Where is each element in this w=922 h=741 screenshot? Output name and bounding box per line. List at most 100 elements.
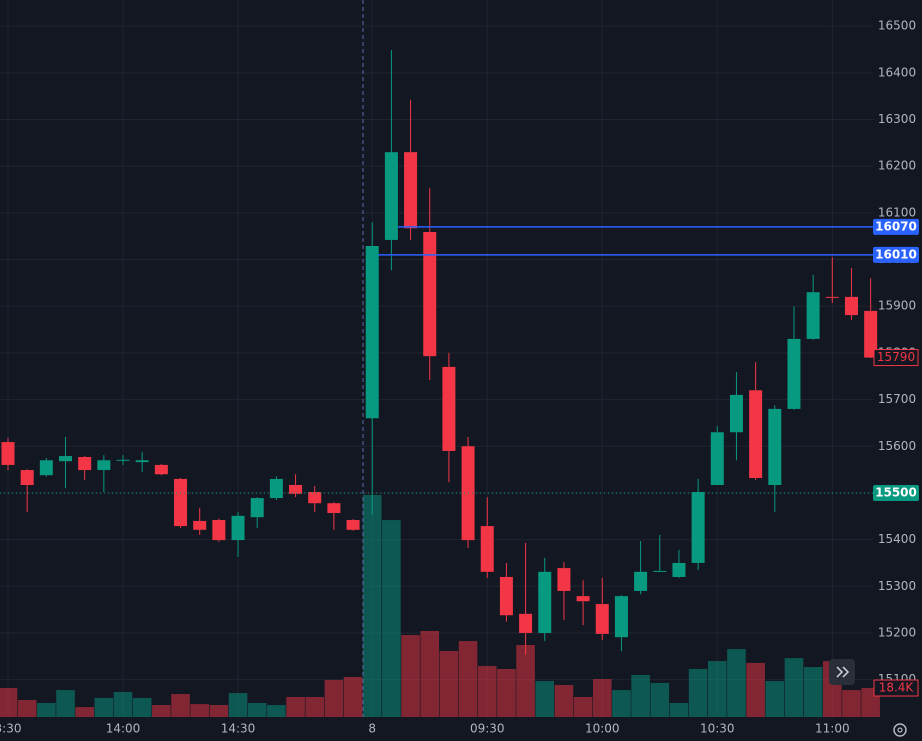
volume-bar	[765, 681, 785, 717]
x-tick-label: 11:00	[815, 722, 850, 736]
body	[538, 571, 552, 633]
body	[480, 526, 494, 572]
body	[308, 492, 322, 504]
volume-bar	[286, 696, 305, 717]
body	[59, 456, 73, 462]
volume-bar	[554, 685, 574, 717]
y-tick-label: 15600	[878, 439, 916, 453]
body	[212, 520, 226, 541]
volume-bar	[439, 650, 459, 717]
volume-bar	[152, 705, 171, 717]
y-tick-label: 15900	[878, 299, 916, 313]
volume-bar	[420, 630, 440, 717]
body	[634, 571, 648, 591]
body	[499, 576, 513, 616]
volume-label: 18.4K	[879, 681, 915, 695]
body	[97, 460, 111, 471]
body	[844, 296, 858, 316]
volume-bar	[727, 649, 746, 717]
body	[806, 292, 820, 339]
volume-bar	[56, 690, 75, 717]
body	[768, 408, 782, 486]
price-lines	[0, 226, 873, 494]
last-price-bg	[873, 349, 919, 367]
volume-bar	[94, 697, 114, 717]
volume-bar	[190, 704, 209, 717]
y-tick-label: 16300	[878, 112, 916, 126]
x-tick-label: 3:30	[0, 722, 21, 736]
volume-bar	[631, 674, 650, 717]
volume-pane	[0, 495, 880, 717]
x-tick-label: 14:30	[221, 722, 256, 736]
volume-bar	[37, 702, 56, 717]
body	[595, 604, 609, 634]
volume-bar	[746, 662, 765, 717]
volume-bar	[842, 690, 861, 717]
price-label: 15500	[875, 485, 917, 499]
price-label-bg	[873, 246, 919, 263]
volume-bar	[228, 693, 248, 717]
y-tick-label: 15700	[878, 392, 916, 406]
body	[691, 492, 705, 563]
y-tick-label: 15300	[878, 579, 916, 593]
volume-bar	[458, 641, 478, 717]
volume-bar	[132, 697, 152, 717]
body	[442, 366, 456, 451]
body	[710, 432, 724, 486]
body	[749, 390, 763, 478]
body	[404, 152, 418, 229]
volume-bar	[497, 668, 516, 717]
body	[614, 596, 628, 638]
volume-bar	[247, 702, 267, 717]
price-label-bg	[873, 218, 919, 235]
price-label: 16010	[875, 247, 917, 261]
volume-bar	[209, 705, 229, 717]
y-tick-label: 16400	[878, 65, 916, 79]
body	[672, 562, 686, 577]
body	[78, 456, 92, 471]
x-tick-label: 14:00	[106, 722, 141, 736]
volume-bar	[573, 696, 593, 717]
body	[653, 570, 667, 572]
y-tick-label: 15200	[878, 625, 916, 639]
body	[250, 498, 264, 518]
y-tick-label: 16200	[878, 159, 916, 173]
volume-bar	[592, 679, 612, 717]
body	[384, 152, 398, 240]
volume-bar	[343, 676, 363, 717]
volume-bar	[113, 691, 133, 717]
body	[193, 520, 207, 530]
volume-bar	[324, 679, 344, 717]
volume-bar	[707, 661, 727, 717]
body	[519, 613, 533, 633]
price-label: 16070	[875, 219, 917, 233]
body	[116, 459, 130, 461]
volume-label-bg	[873, 679, 919, 697]
body	[365, 246, 379, 419]
body	[576, 596, 590, 602]
grid	[0, 0, 873, 717]
price-axis: 1510015200153001540015500156001570015800…	[0, 19, 919, 736]
body	[135, 460, 149, 463]
y-tick-label: 16100	[878, 205, 916, 219]
body	[269, 478, 283, 499]
x-tick-label: 10:30	[700, 722, 735, 736]
body	[825, 296, 839, 298]
x-tick-label: 10:00	[585, 722, 620, 736]
body	[174, 478, 188, 527]
volume-bar	[382, 520, 401, 717]
body	[1, 442, 15, 465]
volume-bar	[688, 668, 708, 717]
last-price-label: 15790	[877, 350, 915, 364]
body	[346, 520, 360, 530]
volume-bar	[171, 693, 190, 717]
body	[423, 231, 437, 357]
settings-icon[interactable]	[893, 723, 907, 737]
scroll-button[interactable]	[829, 659, 855, 685]
body	[864, 310, 878, 358]
body	[557, 568, 571, 591]
body	[39, 460, 53, 476]
body	[289, 485, 303, 494]
